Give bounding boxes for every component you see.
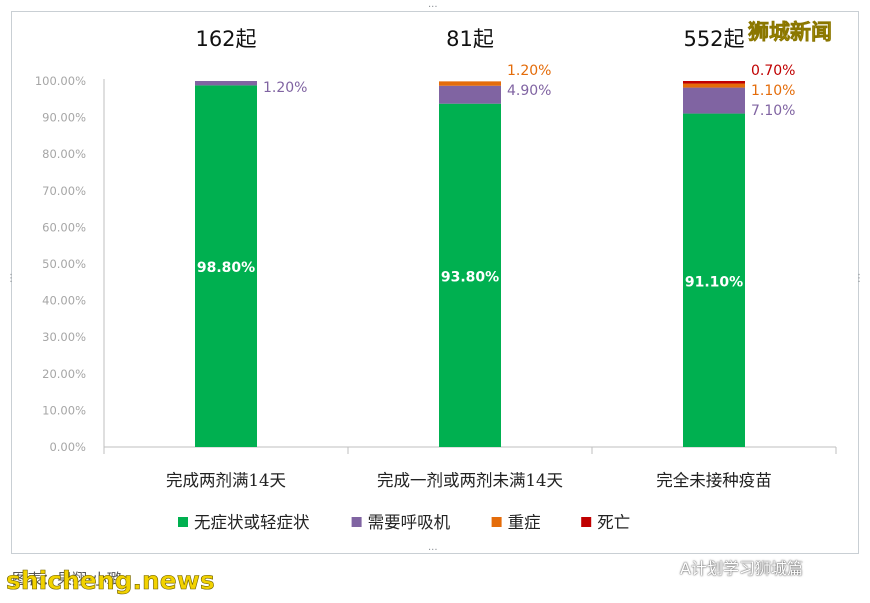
watermark-logo-top: 狮城新闻 xyxy=(748,20,833,45)
data-label: 4.90% xyxy=(507,83,551,99)
category-total-label: 81起 xyxy=(446,27,494,51)
data-label: 0.70% xyxy=(751,63,795,79)
x-tick-label: 完成一剂或两剂未满14天 xyxy=(377,471,563,490)
data-label: 98.80% xyxy=(197,260,255,276)
legend-swatch xyxy=(581,517,592,527)
legend-entry: 无症状或轻症状 xyxy=(194,513,310,532)
y-tick-label: 80.00% xyxy=(42,147,86,161)
bar-segment xyxy=(195,81,257,86)
y-tick-label: 40.00% xyxy=(42,294,86,308)
x-tick-label: 完成两剂满14天 xyxy=(166,471,286,490)
x-tick-label: 完全未接种疫苗 xyxy=(656,471,772,490)
bar-segment xyxy=(683,87,745,114)
y-tick-label: 20.00% xyxy=(42,367,86,381)
bar-segment xyxy=(683,113,745,447)
bar-segment xyxy=(195,85,257,447)
data-label: 1.10% xyxy=(751,83,795,99)
resize-handle-right[interactable]: ⋮ xyxy=(854,273,864,284)
y-tick-label: 30.00% xyxy=(42,330,86,344)
bar-segment xyxy=(683,81,745,84)
y-tick-label: 70.00% xyxy=(42,184,86,198)
legend-swatch xyxy=(351,517,362,527)
wechat-account-name: A计划学习狮城篇 xyxy=(680,559,803,578)
wechat-credit: A计划学习狮城篇 xyxy=(648,556,803,578)
data-label: 93.80% xyxy=(441,269,499,285)
legend-entry: 重症 xyxy=(508,513,541,532)
resize-handle-left[interactable]: ⋮ xyxy=(6,273,16,284)
category-total-label: 162起 xyxy=(195,27,256,51)
y-tick-label: 50.00% xyxy=(42,257,86,271)
legend-entry: 需要呼吸机 xyxy=(368,513,451,532)
data-label: 7.10% xyxy=(751,103,795,119)
bar-segment xyxy=(439,85,501,104)
category-total-label: 552起 xyxy=(683,27,744,51)
y-tick-label: 90.00% xyxy=(42,111,86,125)
chart-caption-source: 图表：果翔·小璐 xyxy=(12,570,122,588)
data-label: 1.20% xyxy=(507,63,551,79)
data-label: 1.20% xyxy=(263,80,307,96)
bar-segment xyxy=(439,81,501,86)
y-tick-label: 100.00% xyxy=(35,74,86,88)
legend-swatch xyxy=(491,517,502,527)
data-label: 91.10% xyxy=(685,274,743,290)
y-tick-label: 0.00% xyxy=(49,440,86,454)
legend-entry: 死亡 xyxy=(597,513,630,532)
legend-swatch xyxy=(178,517,188,527)
bar-segment xyxy=(683,83,745,88)
watermark-site-url: shicheng.news xyxy=(6,566,215,596)
bar-segment xyxy=(439,103,501,447)
resize-handle-top[interactable]: ··· xyxy=(428,2,438,13)
y-tick-label: 10.00% xyxy=(42,403,86,417)
wechat-icon xyxy=(648,558,672,575)
resize-handle-bottom[interactable]: ··· xyxy=(428,545,438,556)
y-tick-label: 60.00% xyxy=(42,220,86,234)
